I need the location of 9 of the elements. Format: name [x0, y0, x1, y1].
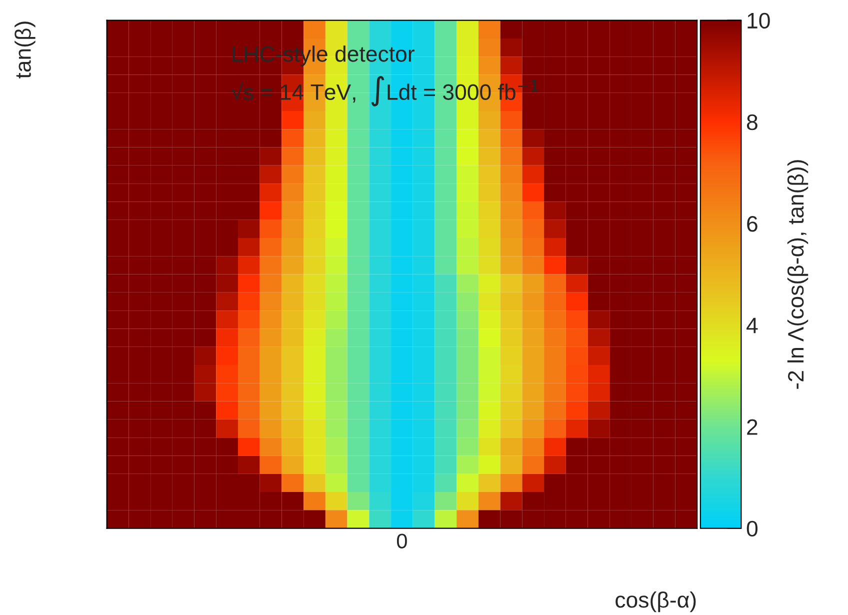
color-bar-label: 10 [748, 12, 770, 29]
color-bar-label: 8 [746, 114, 758, 130]
color-bar-label: 6 [747, 216, 758, 232]
x-axis-title: cos(β-α) [616, 591, 696, 612]
color-bar-label: 4 [746, 318, 758, 334]
color-bar-label: 2 [747, 419, 758, 435]
y-axis-title: tan(β) [14, 22, 36, 78]
color-bar-label: 0 [746, 520, 758, 537]
color-bar-title: -2 ln Λ(cos(β-α), tan(β)) [787, 160, 808, 389]
